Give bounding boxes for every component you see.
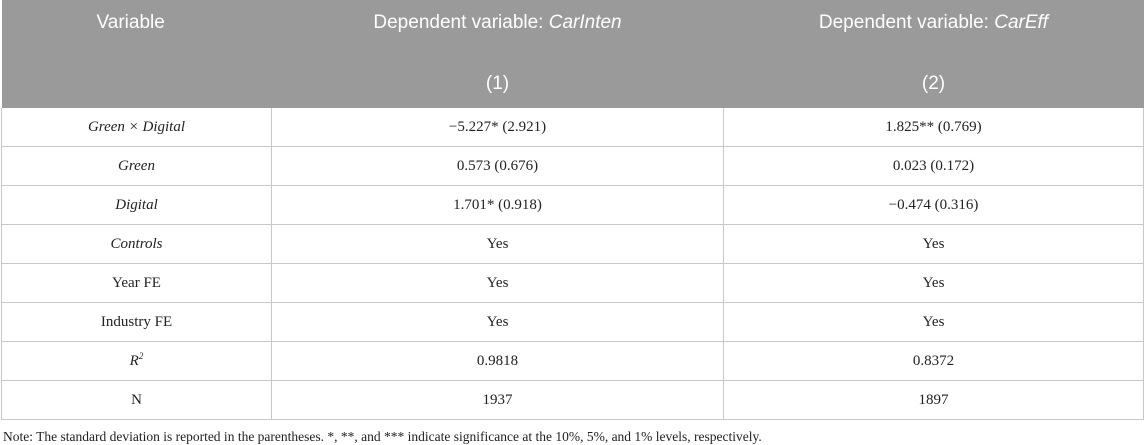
r-squared-base: R	[129, 352, 139, 369]
row-label: R2	[1, 341, 272, 381]
cell-col1: Yes	[271, 224, 724, 264]
table-row: Green 0.573 (0.676) 0.023 (0.172)	[1, 146, 1144, 186]
cell-col2: 1897	[723, 380, 1144, 420]
dep2-var: CarEff	[994, 12, 1049, 33]
col1-header: (1)	[271, 60, 724, 108]
row-label: Green × Digital	[1, 108, 272, 147]
variable-header: Variable	[1, 0, 272, 108]
table-row: N 1937 1897	[1, 380, 1144, 420]
cell-col1: 0.9818	[271, 341, 724, 381]
row-label: Green	[1, 146, 272, 186]
cell-col1: −5.227* (2.921)	[271, 108, 724, 147]
cell-col2: Yes	[723, 263, 1144, 303]
table-row: Controls Yes Yes	[1, 224, 1144, 264]
table-row: Industry FE Yes Yes	[1, 302, 1144, 342]
row-label: N	[1, 380, 272, 420]
cell-col2: 0.8372	[723, 341, 1144, 381]
col2-header: (2)	[723, 60, 1144, 108]
cell-col2: −0.474 (0.316)	[723, 185, 1144, 225]
cell-col1: Yes	[271, 302, 724, 342]
row-label: Digital	[1, 185, 272, 225]
table-header: Variable Dependent variable: CarInten De…	[1, 0, 1144, 108]
table-row: Green × Digital −5.227* (2.921) 1.825** …	[1, 108, 1144, 147]
dep2-header: Dependent variable: CarEff	[723, 0, 1144, 60]
cell-col1: Yes	[271, 263, 724, 303]
cell-col2: 1.825** (0.769)	[723, 108, 1144, 147]
table-row: Year FE Yes Yes	[1, 263, 1144, 303]
dep1-var: CarInten	[548, 12, 622, 33]
r-squared-sup: 2	[138, 350, 144, 361]
dep1-prefix: Dependent variable:	[373, 12, 549, 33]
cell-col1: 0.573 (0.676)	[271, 146, 724, 186]
variable-header-text: Variable	[96, 12, 165, 33]
table-row: Digital 1.701* (0.918) −0.474 (0.316)	[1, 185, 1144, 225]
row-label: Year FE	[1, 263, 272, 303]
header-row-2: (1) (2)	[2, 60, 1144, 108]
dep2-prefix: Dependent variable:	[818, 12, 995, 33]
cell-col2: Yes	[723, 302, 1144, 342]
cell-col1: 1.701* (0.918)	[271, 185, 724, 225]
row-label: Industry FE	[1, 302, 272, 342]
cell-col2: Yes	[723, 224, 1144, 264]
table-row: R2 0.9818 0.8372	[1, 341, 1144, 381]
dep1-header: Dependent variable: CarInten	[271, 0, 724, 60]
regression-table: Variable Dependent variable: CarInten De…	[1, 0, 1144, 420]
header-row-1: Variable Dependent variable: CarInten De…	[1, 0, 1144, 108]
cell-col2: 0.023 (0.172)	[723, 146, 1144, 186]
cell-col1: 1937	[271, 380, 724, 420]
row-label: Controls	[1, 224, 272, 264]
table-note: Note: The standard deviation is reported…	[3, 429, 762, 444]
table-body: Green × Digital −5.227* (2.921) 1.825** …	[1, 108, 1144, 420]
